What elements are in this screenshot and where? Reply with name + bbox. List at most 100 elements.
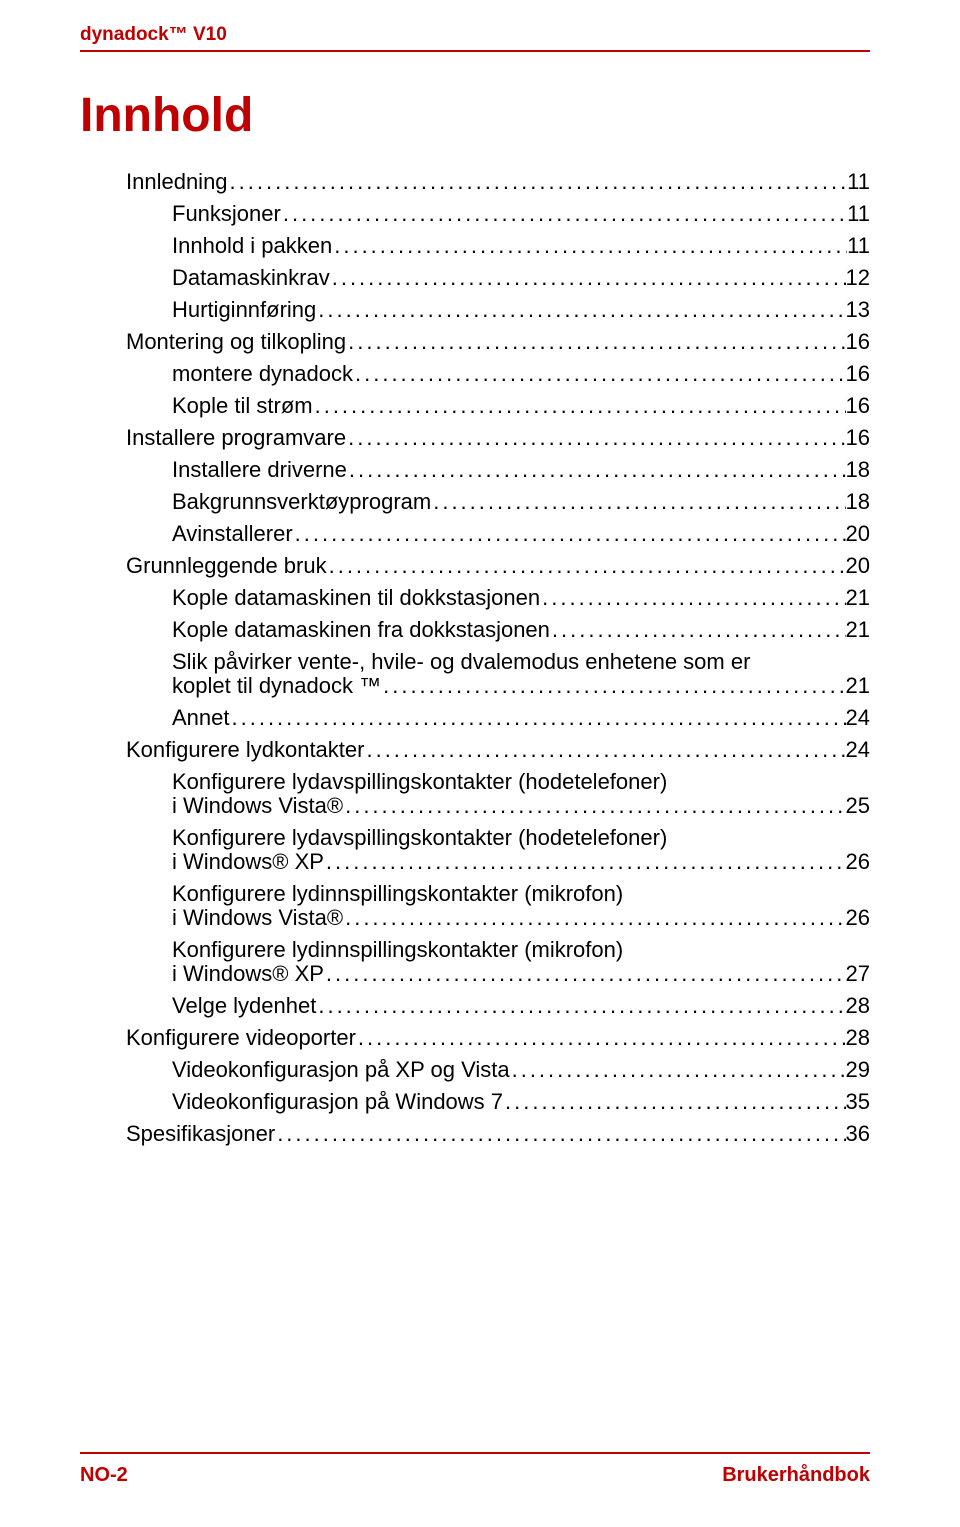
toc-page-number: 35 [846, 1091, 870, 1113]
toc-page-number: 21 [846, 675, 870, 697]
toc-page-number: 25 [846, 795, 870, 817]
footer-divider [80, 1452, 870, 1454]
toc-label: montere dynadock [172, 363, 353, 385]
toc-page-number: 16 [846, 331, 870, 353]
toc-leader-dots: ........................................… [431, 491, 845, 513]
toc-label: Installere driverne [172, 459, 347, 481]
toc-page-number: 26 [846, 851, 870, 873]
toc-leader-dots: ........................................… [503, 1091, 845, 1113]
toc-label: Hurtiginnføring [172, 299, 316, 321]
toc-entry: Grunnleggende bruk......................… [80, 555, 870, 577]
toc-leader-dots: ........................................… [346, 427, 845, 449]
toc-entry: Konfigurere lydinnspillingskontakter (mi… [80, 939, 870, 985]
toc-entry: Installere programvare..................… [80, 427, 870, 449]
table-of-contents: Innledning..............................… [80, 171, 870, 1145]
toc-label: Kople til strøm [172, 395, 313, 417]
toc-label: i Windows Vista® [172, 907, 343, 929]
toc-entry: Kople datamaskinen til dokkstasjonen....… [80, 587, 870, 609]
toc-leader-dots: ........................................… [281, 203, 847, 225]
footer-doc-type: Brukerhåndbok [722, 1464, 870, 1487]
toc-entry: Spesifikasjoner.........................… [80, 1123, 870, 1145]
toc-page-number: 26 [846, 907, 870, 929]
toc-page-number: 28 [846, 995, 870, 1017]
toc-leader-dots: ........................................… [228, 171, 848, 193]
toc-leader-dots: ........................................… [343, 907, 845, 929]
toc-leader-dots: ........................................… [332, 235, 847, 257]
toc-leader-dots: ........................................… [324, 963, 846, 985]
toc-leader-dots: ........................................… [346, 331, 845, 353]
toc-page-number: 24 [846, 739, 870, 761]
toc-leader-dots: ........................................… [316, 299, 845, 321]
toc-entry-last-line: i Windows Vista®........................… [172, 907, 870, 929]
toc-entry-last-line: i Windows Vista®........................… [172, 795, 870, 817]
toc-entry: Montering og tilkopling.................… [80, 331, 870, 353]
toc-leader-dots: ........................................… [313, 395, 846, 417]
toc-label: Spesifikasjoner [126, 1123, 275, 1145]
toc-entry: Konfigurere videoporter.................… [80, 1027, 870, 1049]
toc-entry: montere dynadock........................… [80, 363, 870, 385]
toc-label: Montering og tilkopling [126, 331, 346, 353]
toc-page-number: 12 [846, 267, 870, 289]
toc-page-number: 16 [846, 427, 870, 449]
toc-leader-dots: ........................................… [510, 1059, 846, 1081]
toc-page-number: 21 [846, 619, 870, 641]
toc-entry: Slik påvirker vente-, hvile- og dvalemod… [80, 651, 870, 697]
page-title: Innhold [80, 88, 870, 143]
toc-leader-dots: ........................................… [347, 459, 846, 481]
toc-page-number: 18 [846, 491, 870, 513]
toc-entry-last-line: koplet til dynadock ™...................… [172, 675, 870, 697]
toc-entry: Konfigurere lydavspillingskontakter (hod… [80, 771, 870, 817]
toc-label: Konfigurere lydkontakter [126, 739, 364, 761]
toc-leader-dots: ........................................… [293, 523, 846, 545]
toc-label: Datamaskinkrav [172, 267, 330, 289]
toc-label: Konfigurere videoporter [126, 1027, 356, 1049]
toc-leader-dots: ........................................… [353, 363, 846, 385]
toc-page-number: 24 [846, 707, 870, 729]
toc-entry: Annet...................................… [80, 707, 870, 729]
toc-label-line: Konfigurere lydinnspillingskontakter (mi… [172, 883, 870, 905]
toc-entry: Bakgrunnsverktøyprogram.................… [80, 491, 870, 513]
toc-page-number: 13 [846, 299, 870, 321]
toc-leader-dots: ........................................… [275, 1123, 845, 1145]
toc-label: Grunnleggende bruk [126, 555, 327, 577]
toc-entry: Datamaskinkrav..........................… [80, 267, 870, 289]
toc-label: Funksjoner [172, 203, 281, 225]
footer-page-number: NO-2 [80, 1464, 128, 1487]
toc-page-number: 28 [846, 1027, 870, 1049]
toc-entry: Hurtiginnføring.........................… [80, 299, 870, 321]
toc-leader-dots: ........................................… [330, 267, 846, 289]
toc-page-number: 21 [846, 587, 870, 609]
toc-leader-dots: ........................................… [356, 1027, 846, 1049]
toc-entry: Installere driverne.....................… [80, 459, 870, 481]
toc-label: Installere programvare [126, 427, 346, 449]
page-header: dynadock™ V10 [80, 24, 870, 46]
toc-label-line: Konfigurere lydinnspillingskontakter (mi… [172, 939, 870, 961]
toc-label: Videokonfigurasjon på XP og Vista [172, 1059, 510, 1081]
toc-label-line: Konfigurere lydavspillingskontakter (hod… [172, 771, 870, 793]
toc-label: i Windows® XP [172, 963, 324, 985]
toc-label: Annet [172, 707, 230, 729]
toc-entry: Funksjoner..............................… [80, 203, 870, 225]
toc-entry-last-line: i Windows® XP...........................… [172, 851, 870, 873]
toc-page-number: 20 [846, 555, 870, 577]
toc-entry: Videokonfigurasjon på Windows 7.........… [80, 1091, 870, 1113]
toc-page-number: 16 [846, 395, 870, 417]
toc-label: Avinstallerer [172, 523, 293, 545]
toc-page-number: 11 [847, 235, 870, 257]
toc-leader-dots: ........................................… [316, 995, 845, 1017]
toc-entry: Konfigurere lydavspillingskontakter (hod… [80, 827, 870, 873]
header-divider [80, 50, 870, 52]
toc-label: koplet til dynadock ™ [172, 675, 381, 697]
toc-leader-dots: ........................................… [230, 707, 846, 729]
toc-label: Velge lydenhet [172, 995, 316, 1017]
toc-label: i Windows® XP [172, 851, 324, 873]
toc-label: i Windows Vista® [172, 795, 343, 817]
toc-page-number: 18 [846, 459, 870, 481]
toc-leader-dots: ........................................… [364, 739, 845, 761]
toc-label-line: Slik påvirker vente-, hvile- og dvalemod… [172, 651, 870, 673]
toc-page-number: 11 [847, 203, 870, 225]
toc-page-number: 27 [846, 963, 870, 985]
toc-entry: Velge lydenhet..........................… [80, 995, 870, 1017]
toc-leader-dots: ........................................… [324, 851, 846, 873]
toc-page-number: 16 [846, 363, 870, 385]
